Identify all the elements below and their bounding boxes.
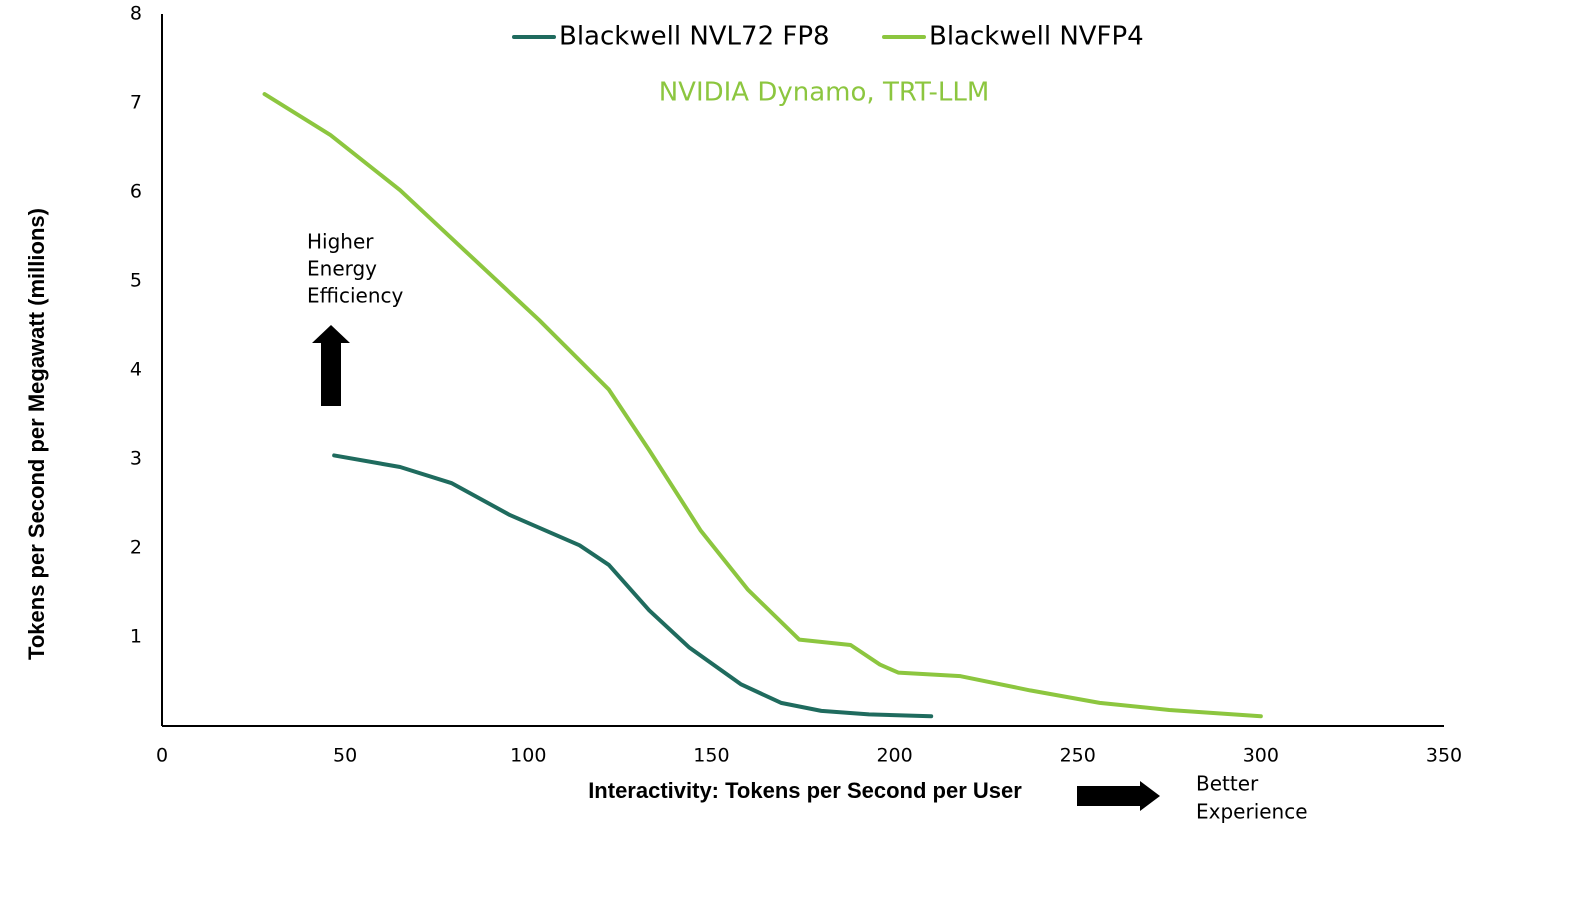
x-tick-label: 300 bbox=[1243, 745, 1279, 767]
annotation-line: Experience bbox=[1196, 800, 1308, 824]
y-axis-title: Tokens per Second per Megawatt (millions… bbox=[24, 208, 49, 660]
y-tick-label: 5 bbox=[130, 270, 142, 292]
x-tick-label: 0 bbox=[156, 745, 168, 767]
x-tick-label: 200 bbox=[876, 745, 912, 767]
series-line bbox=[332, 453, 934, 719]
x-tick-label: 100 bbox=[510, 745, 546, 767]
annotation-line: Higher bbox=[307, 230, 374, 254]
annotation-line: Efficiency bbox=[307, 284, 404, 308]
annotation-line: Better bbox=[1196, 772, 1259, 796]
y-tick-label: 3 bbox=[130, 448, 142, 470]
series-line bbox=[262, 92, 1263, 719]
x-tick-label: 50 bbox=[333, 745, 357, 767]
y-tick-label: 7 bbox=[130, 92, 142, 114]
x-tick-label: 350 bbox=[1426, 745, 1462, 767]
y-tick-label: 8 bbox=[130, 3, 142, 25]
y-tick-label: 6 bbox=[130, 181, 142, 203]
chart-subtitle: NVIDIA Dynamo, TRT-LLM bbox=[659, 78, 990, 108]
right-arrow bbox=[1077, 781, 1160, 811]
x-tick-label: 250 bbox=[1060, 745, 1096, 767]
annotation-line: Energy bbox=[307, 257, 377, 281]
x-axis-title: Interactivity: Tokens per Second per Use… bbox=[588, 778, 1022, 803]
y-tick-label: 1 bbox=[130, 626, 142, 648]
legend-label: Blackwell NVL72 FP8 bbox=[559, 22, 830, 52]
y-tick-label: 2 bbox=[130, 537, 142, 559]
y-tick-label: 4 bbox=[130, 359, 142, 381]
x-tick-label: 150 bbox=[693, 745, 729, 767]
legend-label: Blackwell NVFP4 bbox=[929, 22, 1144, 52]
up-arrow bbox=[312, 325, 350, 406]
